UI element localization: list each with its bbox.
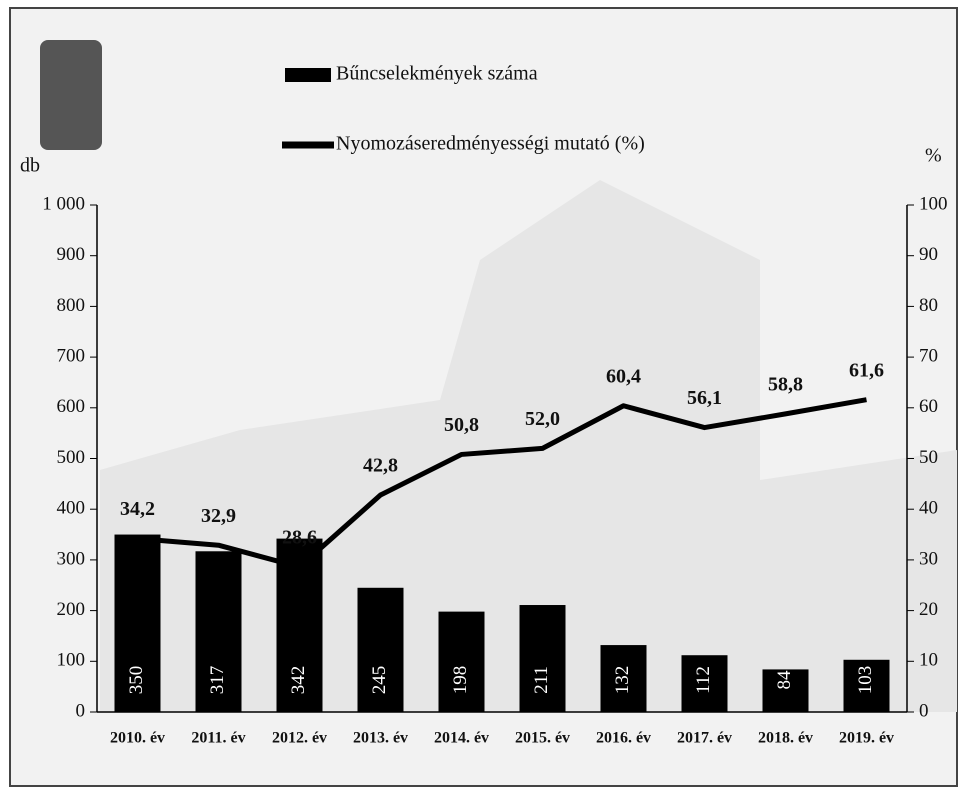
y2-tick-label: 100 — [919, 193, 948, 214]
line-value-label: 58,8 — [768, 373, 803, 395]
bar — [114, 534, 161, 712]
y2-tick-label: 40 — [919, 498, 938, 519]
y2-tick-label: 10 — [919, 650, 938, 671]
line-value-label: 56,1 — [687, 387, 722, 409]
y2-tick-label: 50 — [919, 447, 938, 468]
y2-tick-label: 90 — [919, 244, 938, 265]
bar — [600, 645, 647, 712]
line-value-label: 60,4 — [606, 365, 641, 387]
y-tick-label: 700 — [57, 345, 86, 366]
bar-value-label: 211 — [531, 666, 552, 694]
line-value-label: 42,8 — [363, 455, 398, 477]
line-value-label: 32,9 — [201, 505, 236, 527]
x-tick-label: 2015. év — [515, 730, 570, 747]
bar — [519, 605, 566, 712]
y2-tick-label: 30 — [919, 548, 938, 569]
y2-axis-label: % — [925, 145, 942, 167]
bar-value-label: 103 — [855, 666, 876, 695]
y-tick-label: 900 — [57, 244, 86, 265]
police-emblem — [40, 40, 102, 150]
y-tick-label: 0 — [76, 700, 86, 721]
y-tick-label: 500 — [57, 447, 86, 468]
line-value-label: 28,6 — [282, 527, 317, 549]
bar — [438, 611, 485, 712]
bar-value-label: 317 — [207, 666, 228, 695]
bar — [762, 669, 809, 712]
y2-tick-label: 70 — [919, 345, 938, 366]
line-value-label: 52,0 — [525, 408, 560, 430]
legend-label: Bűncselekmények száma — [336, 63, 538, 85]
x-tick-label: 2017. év — [677, 730, 732, 747]
bar-value-label: 112 — [693, 666, 714, 694]
y-tick-label: 300 — [57, 548, 86, 569]
line-value-label: 34,2 — [120, 498, 155, 520]
x-tick-label: 2011. év — [191, 730, 245, 747]
y2-tick-label: 0 — [919, 700, 929, 721]
line-series — [137, 397, 867, 570]
bar-value-label: 84 — [774, 670, 795, 690]
x-tick-label: 2019. év — [839, 730, 894, 747]
y-tick-label: 400 — [57, 498, 86, 519]
bar-value-label: 350 — [126, 666, 147, 695]
x-tick-label: 2010. év — [110, 730, 165, 747]
bar-value-label: 245 — [369, 666, 390, 695]
y-tick-label: 800 — [57, 295, 86, 316]
x-tick-label: 2012. év — [272, 730, 327, 747]
x-tick-label: 2018. év — [758, 730, 813, 747]
bar — [357, 587, 404, 712]
bar — [681, 655, 728, 712]
y-axis-label: db — [20, 155, 40, 177]
y-tick-label: 200 — [57, 599, 86, 620]
x-tick-label: 2016. év — [596, 730, 651, 747]
bar-value-label: 132 — [612, 666, 633, 695]
line-value-label: 61,6 — [849, 359, 884, 381]
legend-label: Nyomozáseredményességi mutató (%) — [336, 133, 645, 155]
x-tick-label: 2013. év — [353, 730, 408, 747]
bar — [195, 551, 242, 712]
x-tick-label: 2014. év — [434, 730, 489, 747]
y-tick-label: 100 — [57, 650, 86, 671]
bar-value-label: 198 — [450, 666, 471, 695]
bar-value-label: 342 — [288, 666, 309, 695]
bar — [843, 659, 890, 712]
y2-tick-label: 60 — [919, 396, 938, 417]
y-tick-label: 1 000 — [42, 193, 85, 214]
y2-tick-label: 20 — [919, 599, 938, 620]
legend-swatch — [285, 68, 331, 82]
y-tick-label: 600 — [57, 396, 86, 417]
y2-tick-label: 80 — [919, 295, 938, 316]
line-value-label: 50,8 — [444, 414, 479, 436]
